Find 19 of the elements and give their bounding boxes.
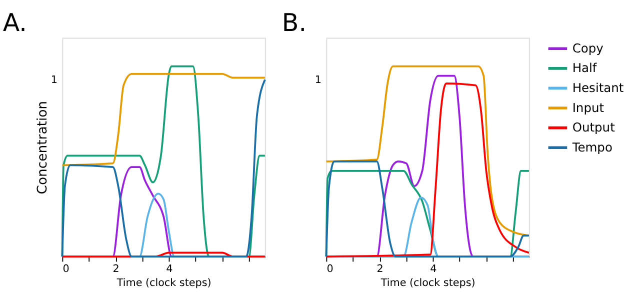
legend-label: Output xyxy=(572,120,616,135)
x-axis-title: Time (clock steps) xyxy=(116,277,212,290)
legend-label: Half xyxy=(572,61,598,76)
y-axis-title: Concentration xyxy=(36,100,51,194)
legend-label: Tempo xyxy=(571,140,612,154)
text: 1 xyxy=(50,74,58,86)
chart-title: B. xyxy=(282,8,307,38)
x-tick-label: 0 xyxy=(62,263,70,276)
legend-label: Hesitant xyxy=(572,80,624,95)
legend-label: Copy xyxy=(572,41,604,56)
x-tick-label: 0 xyxy=(326,263,334,276)
x-tick-label: 2 xyxy=(376,263,384,276)
legend-label: Input xyxy=(572,100,604,115)
chart-title: A. xyxy=(2,8,27,38)
x-axis-title: Time (clock steps) xyxy=(380,277,476,290)
x-tick-label: 4 xyxy=(166,263,174,276)
text: 1 xyxy=(314,74,322,86)
x-tick-label: 4 xyxy=(430,263,438,276)
x-tick-label: 2 xyxy=(112,263,120,276)
